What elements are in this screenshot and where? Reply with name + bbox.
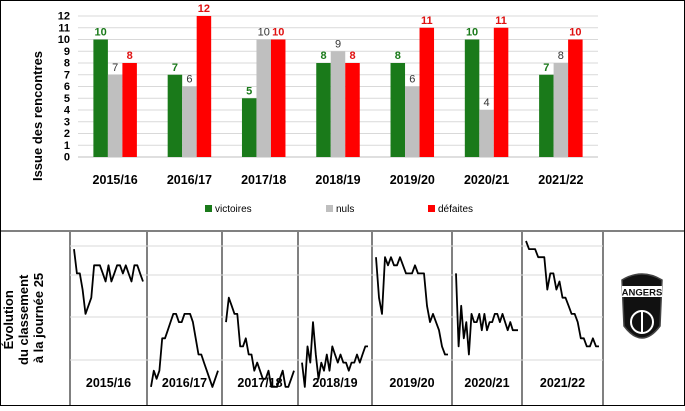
data-label: 10: [272, 27, 284, 39]
y-tick-label: 2: [64, 128, 70, 140]
data-label: 4: [484, 97, 490, 109]
data-label: 12: [198, 3, 210, 15]
rank-ylabel-line-1: Évolution: [1, 290, 16, 349]
data-label: 6: [186, 74, 192, 86]
logo-text: ANGERS: [622, 288, 663, 299]
bar-défaites-2021/22: [568, 39, 583, 157]
season-label: 2016/17: [162, 376, 207, 390]
bar-victoires-2020/21: [464, 39, 480, 157]
data-label: 8: [349, 50, 355, 62]
bar-victoires-2019/20: [390, 63, 406, 157]
bar-nuls-2020/21: [479, 110, 494, 157]
data-label: 6: [409, 74, 415, 86]
bar-chart-x-ticks: 2015/16 2016/17 2017/18 2018/19 2019/20 2020/…: [93, 173, 584, 187]
x-tick-label: 2020/21: [464, 173, 509, 187]
data-label: 10: [95, 27, 107, 39]
y-tick-label: 0: [64, 152, 70, 164]
legend-swatch-nuls: [326, 205, 333, 212]
data-label: 8: [395, 50, 401, 62]
y-tick-label: 4: [64, 105, 71, 117]
legend-swatch-défaites: [428, 205, 435, 212]
bar-défaites-2018/19: [345, 63, 360, 157]
data-label: 10: [258, 27, 270, 39]
bar-défaites-2016/17: [196, 16, 212, 157]
season-label: 2018/19: [312, 376, 357, 390]
rank-ylabel-line-2: du classement: [16, 274, 31, 365]
legend-label-victoires: victoires: [215, 204, 252, 215]
legend-label-nuls: nuls: [336, 204, 354, 215]
y-tick-label: 12: [58, 11, 70, 23]
data-label: 9: [335, 38, 341, 50]
season-label: 2015/16: [86, 376, 131, 390]
bar-nuls-2021/22: [553, 63, 569, 157]
bar-défaites-2020/21: [493, 27, 509, 157]
season-label: 2017/18: [237, 376, 282, 390]
data-label: 7: [112, 62, 118, 74]
logo-band: [622, 286, 662, 297]
rank-chart-y-axis-label: Évolution du classement à la journée 25: [1, 271, 46, 365]
bar-victoires-2021/22: [539, 74, 554, 157]
bar-nuls-2019/20: [405, 86, 420, 157]
bar-victoires-2016/17: [167, 74, 183, 157]
bar-chart-bars: [93, 16, 583, 157]
rank-line-2020/21: [455, 273, 518, 356]
rank-panels: 2015/16 2016/17 2017/18 2018/19 2019/20 2020/…: [69, 232, 604, 406]
y-tick-label: 8: [64, 58, 70, 70]
legend-label-défaites: défaites: [438, 204, 473, 215]
rank-line-2016/17: [150, 312, 219, 388]
x-tick-label: 2019/20: [390, 173, 435, 187]
data-label: 11: [495, 15, 507, 27]
bar-victoires-2017/18: [241, 98, 257, 157]
x-tick-label: 2017/18: [241, 173, 286, 187]
data-label: 10: [569, 27, 581, 39]
rank-line-2017/18: [225, 296, 295, 388]
data-label: 11: [421, 15, 433, 27]
bar-chart-legend: victoires nuls défaites: [205, 204, 473, 215]
bar-défaites-2017/18: [270, 39, 286, 157]
bar-victoires-2018/19: [316, 63, 331, 157]
rank-line-2018/19: [301, 321, 368, 388]
bar-victoires-2015/16: [93, 39, 108, 157]
bar-nuls-2016/17: [182, 86, 197, 157]
bar-chart-y-axis-label: Issue des rencontres: [30, 51, 45, 181]
bar-nuls-2018/19: [330, 51, 346, 157]
y-tick-label: 3: [64, 116, 70, 128]
rank-line-2015/16: [73, 248, 144, 315]
data-label: 10: [466, 27, 478, 39]
bar-nuls-2015/16: [107, 74, 123, 157]
rank-line-2021/22: [525, 240, 599, 348]
data-label: 7: [172, 62, 178, 74]
bar-défaites-2019/20: [419, 27, 435, 157]
x-tick-label: 2021/22: [538, 173, 583, 187]
season-label: 2020/21: [464, 376, 509, 390]
data-label: 8: [320, 50, 326, 62]
legend-swatch-victoires: [205, 205, 212, 212]
y-tick-label: 10: [58, 34, 70, 46]
data-label: 8: [127, 50, 133, 62]
x-tick-label: 2016/17: [167, 173, 212, 187]
club-logo: ANGERS: [621, 273, 663, 339]
season-label: 2021/22: [540, 376, 585, 390]
data-label: 5: [246, 85, 252, 97]
rank-line-2019/20: [375, 256, 448, 356]
data-label: 8: [558, 50, 564, 62]
bar-défaites-2015/16: [122, 63, 137, 157]
data-label: 7: [543, 62, 549, 74]
y-tick-label: 1: [64, 140, 70, 152]
y-tick-label: 11: [58, 22, 70, 34]
rank-ylabel-line-3: à la journée 25: [31, 273, 46, 363]
y-tick-label: 7: [64, 69, 70, 81]
x-tick-label: 2018/19: [315, 173, 360, 187]
bar-nuls-2017/18: [256, 39, 271, 157]
season-label: 2019/20: [389, 376, 434, 390]
x-tick-label: 2015/16: [93, 173, 138, 187]
y-tick-label: 5: [64, 93, 70, 105]
y-tick-label: 9: [64, 46, 70, 58]
y-tick-label: 6: [64, 81, 70, 93]
